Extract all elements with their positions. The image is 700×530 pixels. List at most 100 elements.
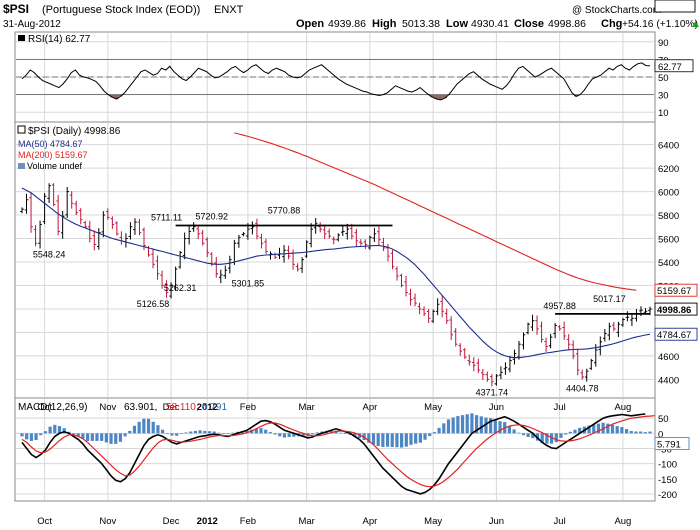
macd-histogram-bar: [320, 431, 324, 434]
macd-y-tick-label: -150: [658, 475, 677, 486]
price-y-tick-label: 4600: [658, 352, 679, 363]
macd-histogram-bar: [81, 433, 85, 439]
price-tag-text: 5159.67: [657, 286, 691, 297]
price-tag: [654, 283, 698, 297]
macd-histogram-bar: [254, 428, 258, 434]
price-annotation: 4404.78: [566, 384, 599, 394]
price-x-tick-label: Jul: [554, 402, 566, 413]
macd-histogram-bar: [29, 433, 33, 441]
macd-histogram-bar: [643, 432, 647, 434]
macd-histogram-bar: [259, 428, 263, 434]
macd-histogram-bar: [264, 429, 268, 434]
macd-y-tick-label: -200: [658, 490, 677, 501]
price-y-tick-label: 6000: [658, 188, 679, 199]
macd-histogram-bar: [231, 432, 235, 434]
macd-histogram-bar: [156, 425, 160, 434]
close-label: Close: [514, 18, 544, 30]
price-annotation: 5720.92: [195, 212, 228, 222]
macd-histogram-bar: [343, 433, 347, 434]
macd-x-tick-label: Jul: [554, 516, 566, 527]
macd-histogram-bar: [57, 426, 62, 434]
macd-histogram-bar: [114, 433, 118, 444]
hist-value-tag-text: 5.791: [657, 440, 681, 451]
macd-histogram-bar: [470, 413, 474, 434]
macd-histogram-bar: [43, 431, 48, 434]
price-legend: $PSI (Daily) 4998.86 MA(50) 4784.67 MA(2…: [17, 125, 121, 171]
price-y-tick-label: 5800: [658, 211, 679, 222]
price-x-tick-label: Dec: [163, 402, 180, 413]
rsi-legend: RSI(14) 62.77: [18, 34, 91, 45]
macd-histogram-bar: [95, 433, 99, 441]
ma50-legend: MA(50) 4784.67: [18, 139, 83, 149]
price-x-tick-label: Feb: [240, 402, 256, 413]
open-value: 4939.86: [328, 18, 366, 30]
price-annotation: 5301.85: [232, 278, 265, 288]
macd-histogram-bar: [207, 431, 212, 434]
hist-value-tag: [654, 437, 690, 451]
macd-histogram-bar: [53, 424, 57, 434]
macd-histogram-bar: [624, 429, 629, 434]
price-x-tick-label: Nov: [99, 402, 116, 413]
signal-legend-value: 58.110,: [166, 402, 199, 413]
macd-histogram-bar: [418, 433, 422, 443]
macd-histogram-bar: [540, 433, 544, 444]
macd-histogram-bar: [292, 433, 296, 437]
signal-line: [21, 415, 655, 488]
price-y-tick-label: 4400: [658, 375, 679, 386]
price-y-tick-label: 6200: [658, 164, 679, 175]
macd-histogram-bar: [339, 432, 343, 434]
macd-histogram-bar: [606, 423, 610, 434]
price-annotation: 5017.17: [593, 294, 626, 304]
macd-histogram-bar: [48, 426, 52, 434]
macd-x-tick-label: Dec: [163, 516, 180, 527]
price-annotation: 5770.88: [268, 206, 301, 216]
low-value: 4930.41: [471, 18, 509, 30]
histogram-legend-value: 5.791: [202, 402, 227, 413]
price-y-tick-label: 5600: [658, 235, 679, 246]
macd-y-tick-label: 0: [658, 429, 663, 440]
macd-histogram-bar: [404, 433, 408, 447]
macd-layer: [20, 413, 655, 495]
macd-histogram-bar: [568, 431, 572, 434]
macd-histogram-bar: [451, 417, 455, 434]
macd-histogram-bar: [592, 424, 596, 434]
macd-histogram-bar: [460, 415, 465, 434]
axis-layer: Oct Nov Dec 2012 Feb Mar Apr May Jun Jul Aug Oct Nov…: [37, 0, 698, 527]
macd-histogram-bar: [76, 433, 80, 437]
macd-histogram-bar: [484, 417, 488, 434]
macd-histogram-bar: [409, 433, 413, 445]
macd-histogram-bar: [212, 431, 216, 434]
rsi-y-tick-label: 30: [658, 91, 669, 102]
symbol-name: (Portuguese Stock Index (EOD)): [42, 4, 200, 16]
macd-histogram-bar: [71, 433, 76, 435]
macd-x-tick-label: Mar: [298, 516, 314, 527]
chart-header: $PSI (Portuguese Stock Index (EOD)) ENXT…: [3, 2, 699, 30]
macd-histogram-bar: [489, 418, 493, 434]
macd-histogram-bar: [395, 433, 399, 448]
triangle-up-icon: [692, 21, 699, 27]
macd-histogram-bar: [367, 433, 371, 443]
rsi-y-tick-label: 10: [658, 108, 669, 119]
macd-x-tick-label: Feb: [240, 516, 256, 527]
macd-histogram-bar: [376, 433, 380, 447]
macd-x-tick-label: Oct: [37, 516, 52, 527]
macd-histogram-bar: [193, 430, 198, 434]
macd-histogram-bar: [634, 431, 638, 434]
price-x-tick-label: 2012: [197, 402, 218, 413]
price-x-tick-label: Apr: [362, 402, 377, 413]
price-legend-swatch: [17, 125, 26, 134]
macd-histogram-bar: [104, 433, 108, 443]
price-x-tick-label: Jun: [489, 402, 504, 413]
macd-x-tick-label: Jun: [489, 516, 504, 527]
macd-histogram-bar: [512, 429, 516, 434]
macd-x-tick-label: Aug: [614, 516, 631, 527]
macd-histogram-bar: [400, 433, 404, 448]
ma200-legend: MA(200) 5159.67: [18, 150, 88, 160]
high-label: High: [372, 18, 397, 30]
price-title: $PSI (Daily) 4998.86: [28, 126, 121, 137]
ma50-line: [21, 187, 651, 359]
volume-legend-swatch: [18, 163, 25, 169]
macd-histogram-bar: [414, 433, 418, 444]
close-value: 4998.86: [548, 18, 586, 30]
macd-histogram-bar: [310, 433, 315, 435]
